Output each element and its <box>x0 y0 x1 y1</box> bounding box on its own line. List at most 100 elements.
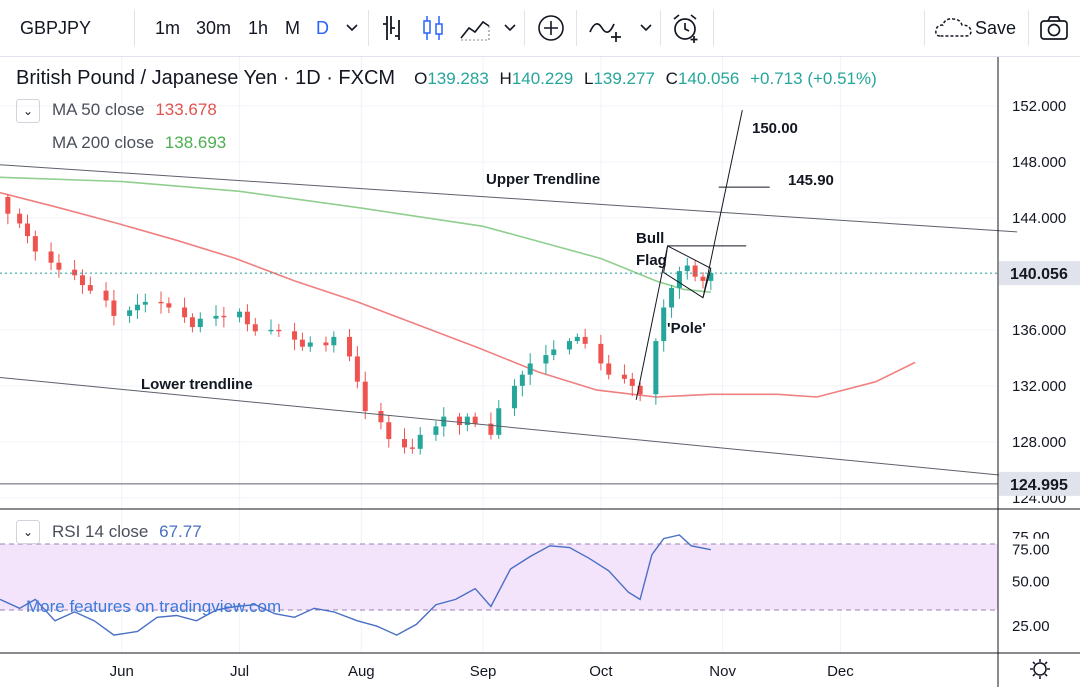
candle-body <box>347 336 353 357</box>
candle-body <box>386 422 392 440</box>
candle-body <box>189 317 195 328</box>
rsi-legend[interactable]: RSI 14 close 67.77 <box>52 522 202 542</box>
interval-1m-button[interactable]: 1m <box>155 18 181 38</box>
candle-body <box>653 341 659 395</box>
last-price-tag-label: 140.056 <box>1010 266 1068 283</box>
drawing-overlay: Upper Trendline Lower trendline Bull Flag 'P… <box>0 110 1018 485</box>
candle-body <box>511 385 517 409</box>
time-tick-label: Nov <box>709 663 736 680</box>
chevron-down-icon[interactable] <box>342 12 362 44</box>
upper-trendline[interactable] <box>0 164 1018 233</box>
lower-trendline[interactable] <box>0 376 1018 478</box>
candle-body <box>606 363 612 375</box>
candles-icon[interactable] <box>420 12 446 44</box>
price-tick-label: 128.000 <box>1012 434 1066 451</box>
price-tick-label: 152.000 <box>1012 98 1066 115</box>
interval-day-button[interactable]: D <box>316 18 329 38</box>
alert-icon[interactable] <box>670 12 702 44</box>
settings-gear-tooth <box>1044 661 1048 665</box>
promo-watermark-link[interactable]: More features on tradingview.com <box>26 597 282 616</box>
candle-body <box>700 276 706 281</box>
candle-body <box>496 408 502 435</box>
ma200-label: MA 200 close <box>52 133 155 152</box>
area-chart-icon[interactable] <box>459 12 491 44</box>
candle-body <box>17 213 23 224</box>
candle-body <box>307 342 313 347</box>
candle-body <box>5 196 11 214</box>
time-tick-label: Dec <box>827 663 854 680</box>
ohlc-open-value: 139.283 <box>427 69 489 88</box>
time-tick-label: Sep <box>470 663 497 680</box>
candle-body <box>72 269 78 276</box>
price-tick-label: 148.000 <box>1012 154 1066 171</box>
candle-body <box>142 301 148 305</box>
cloud-save-icon[interactable] <box>934 12 974 44</box>
price-tick-label: 144.000 <box>1012 210 1066 227</box>
chevron-down-icon[interactable] <box>500 12 520 44</box>
candle-body <box>566 341 572 350</box>
camera-icon[interactable] <box>1038 12 1070 44</box>
interval-1h-button[interactable]: 1h <box>248 18 269 38</box>
toolbar-divider <box>368 10 369 46</box>
interval-month-button[interactable]: M <box>285 18 300 38</box>
candle-body <box>598 343 604 364</box>
toolbar-divider <box>134 10 135 46</box>
ohlc-close-value: 140.056 <box>677 69 740 88</box>
toolbar-divider <box>924 10 925 46</box>
candle-body <box>669 287 675 308</box>
candle-body <box>441 416 447 427</box>
candle-body <box>488 423 494 435</box>
bar-style-icon[interactable] <box>380 12 406 44</box>
support-price-tag-label: 124.995 <box>1010 477 1068 494</box>
candle-body <box>574 336 580 342</box>
save-button[interactable]: Save <box>975 18 1017 38</box>
candle-body <box>268 329 274 332</box>
candle-body <box>472 416 478 424</box>
price-tick-label: 136.000 <box>1012 322 1066 339</box>
legend-collapse-toggle[interactable]: ⌄ <box>16 99 40 123</box>
lower-trendline-label: Lower trendline <box>141 376 253 393</box>
candle-body <box>582 336 588 344</box>
candle-body <box>464 416 470 426</box>
bull-flag-label: Flag <box>636 252 667 269</box>
rsi-collapse-toggle[interactable]: ⌄ <box>16 520 40 544</box>
candle-body <box>708 273 714 281</box>
candle-body <box>527 363 533 375</box>
settings-gear-tooth <box>1044 673 1048 677</box>
settings-gear-ring <box>1033 662 1047 676</box>
candle-body <box>354 356 360 382</box>
flag-channel[interactable] <box>663 245 712 299</box>
candle-body <box>402 439 408 448</box>
candle-body <box>244 311 250 325</box>
ohlc-low-label: L <box>584 69 594 88</box>
ma50-legend[interactable]: MA 50 close 133.678 <box>52 100 217 120</box>
price-chart[interactable]: Upper Trendline Lower trendline Bull Flag 'P… <box>0 57 1080 687</box>
candle-body <box>79 275 85 286</box>
upper-trendline-label: Upper Trendline <box>486 171 600 188</box>
projection-line[interactable] <box>702 110 743 298</box>
candle-body <box>252 324 258 332</box>
settings-gear-icon[interactable] <box>1030 659 1050 679</box>
ma50-line <box>0 191 916 398</box>
ma200-value: 138.693 <box>164 133 227 152</box>
symbol-search-button[interactable]: GBPJPY <box>20 18 92 38</box>
candle-body <box>56 262 62 270</box>
settings-gear-tooth <box>1032 661 1036 665</box>
chart-legend: British Pound / Japanese Yen · 1D · FXCM… <box>16 67 877 90</box>
ma200-line <box>0 176 711 293</box>
toolbar-divider <box>713 10 714 46</box>
candle-body <box>684 265 690 272</box>
add-compare-icon[interactable] <box>537 12 565 44</box>
rsi-tick-label: 75.00 <box>1012 542 1050 559</box>
ma200-legend[interactable]: MA 200 close 138.693 <box>52 133 226 153</box>
candle-body <box>24 223 30 237</box>
candle-body <box>103 290 109 301</box>
chevron-down-icon[interactable] <box>636 12 656 44</box>
support-price-tag <box>999 471 1080 496</box>
pole-line[interactable] <box>635 245 669 400</box>
interval-30m-button[interactable]: 30m <box>196 18 232 38</box>
time-tick-label: Jun <box>110 663 134 680</box>
rsi-series-layer <box>0 534 711 636</box>
candle-body <box>378 411 384 423</box>
indicators-icon[interactable] <box>588 12 624 44</box>
